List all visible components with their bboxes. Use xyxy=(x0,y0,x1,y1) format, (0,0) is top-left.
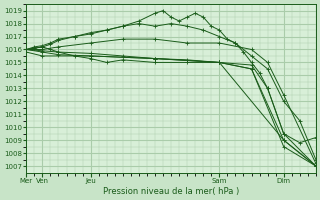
X-axis label: Pression niveau de la mer( hPa ): Pression niveau de la mer( hPa ) xyxy=(103,187,239,196)
